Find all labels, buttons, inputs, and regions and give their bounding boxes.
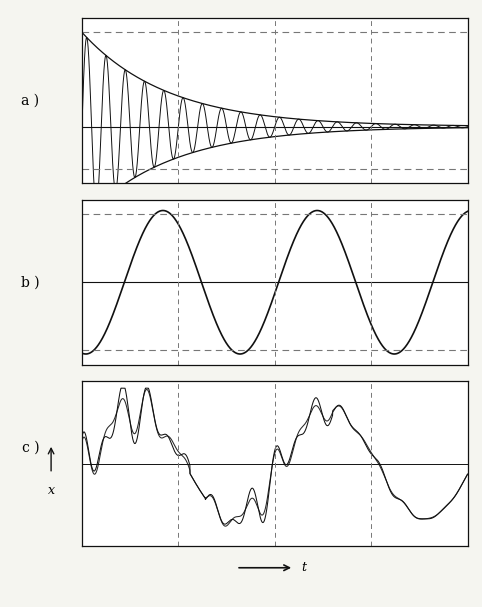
Text: a ): a ): [21, 93, 40, 107]
Text: c ): c ): [22, 440, 40, 454]
Text: t: t: [302, 561, 307, 574]
Text: b ): b ): [21, 275, 40, 290]
Text: x: x: [48, 484, 54, 497]
